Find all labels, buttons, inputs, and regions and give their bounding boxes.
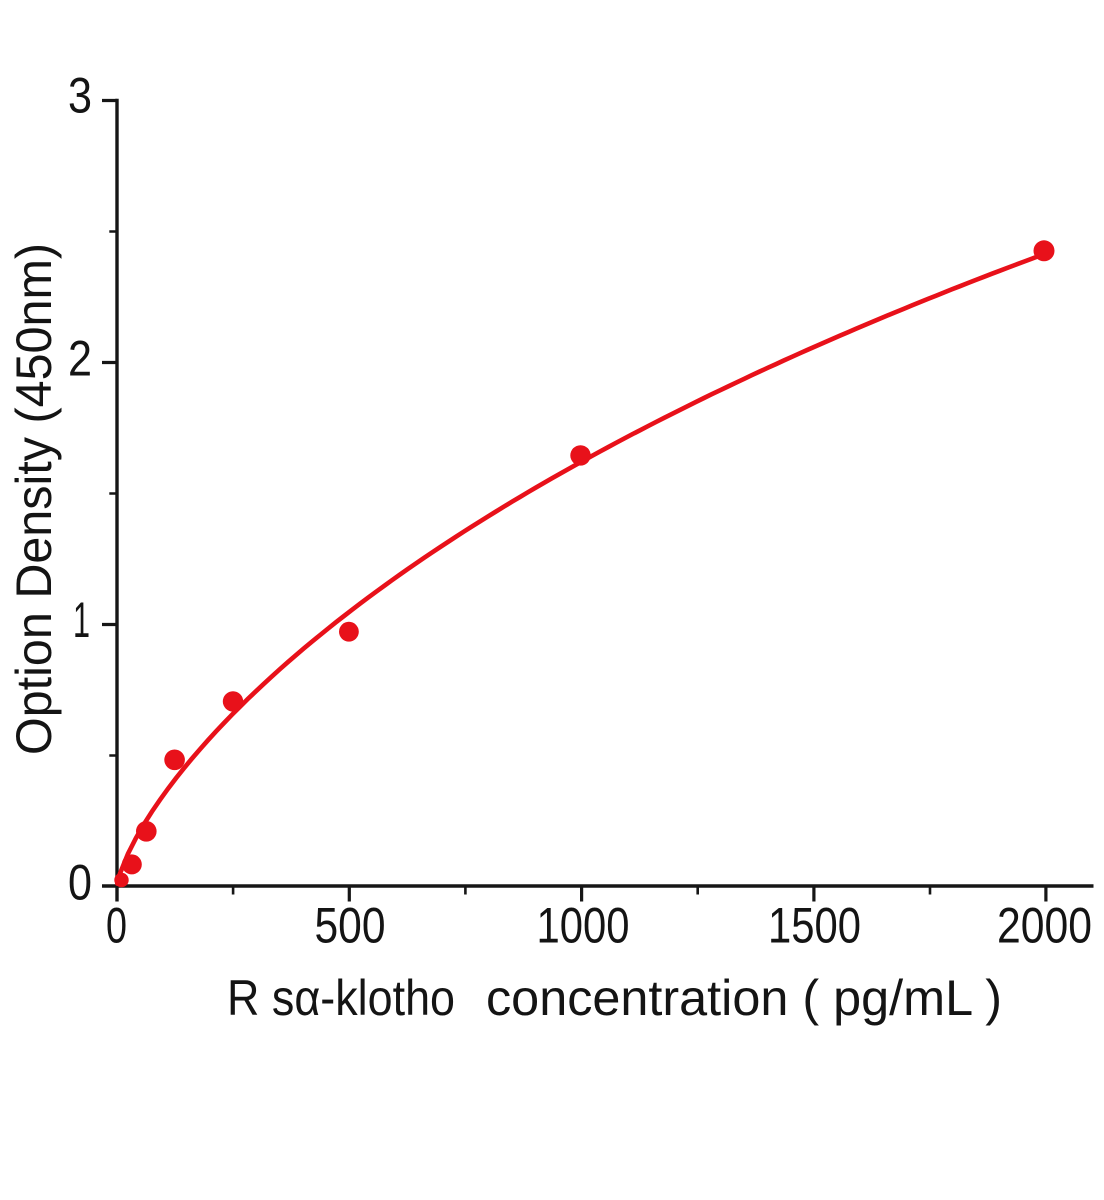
svg-text:2000: 2000 [997,898,1092,954]
svg-text:1: 1 [73,592,90,648]
svg-text:R sα-klotho: R sα-klotho [227,970,455,1026]
svg-text:0: 0 [106,898,127,954]
svg-text:Option Density (450nm): Option Density (450nm) [6,243,62,755]
svg-text:1000: 1000 [537,898,630,954]
svg-text:concentration ( pg/mL ): concentration ( pg/mL ) [486,970,1002,1026]
svg-text:500: 500 [315,898,386,954]
svg-text:2: 2 [68,331,92,387]
svg-text:3: 3 [68,68,92,124]
svg-text:0: 0 [68,855,92,911]
svg-text:1500: 1500 [768,898,861,954]
